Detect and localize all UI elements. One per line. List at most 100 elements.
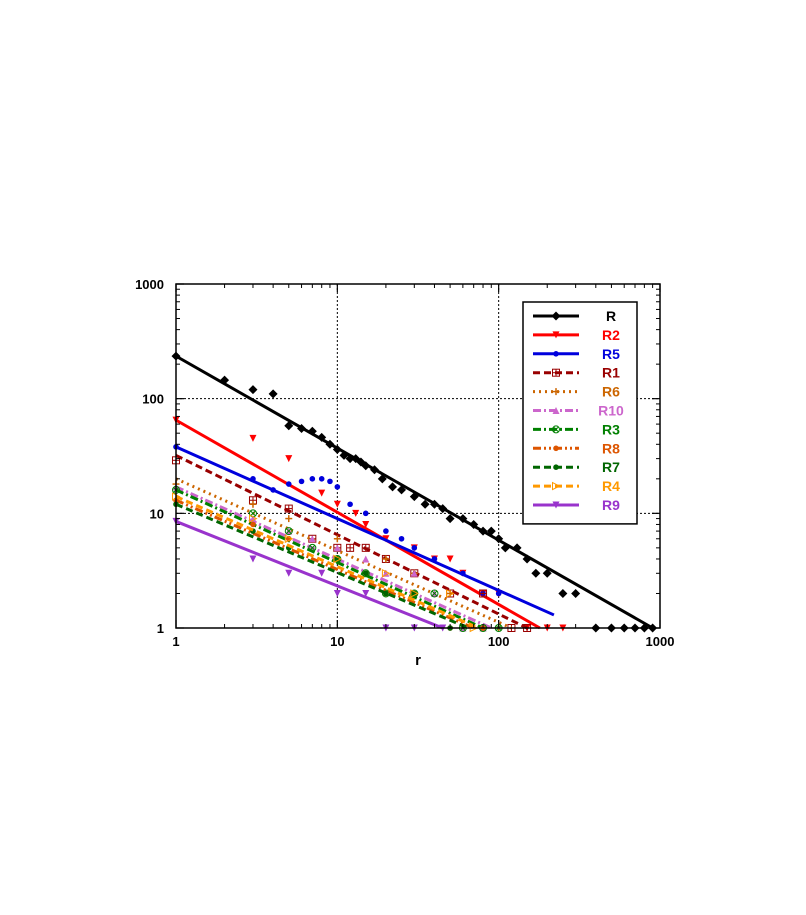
point-r2 [362, 520, 370, 528]
legend-marker-r6 [552, 388, 560, 396]
legend-box [522, 301, 638, 525]
point-r [325, 439, 335, 449]
point-r8 [250, 521, 256, 528]
legend-label-r9: R9 [602, 497, 620, 513]
x-axis-label: r [415, 652, 421, 669]
point-r6 [333, 535, 341, 543]
point-r10 [410, 569, 418, 577]
point-r5 [362, 510, 369, 517]
y-tick-label: 1 [157, 621, 164, 636]
point-r [220, 375, 230, 385]
point-r [332, 445, 342, 455]
point-r [558, 588, 568, 598]
point-r [420, 499, 430, 509]
point-r9 [285, 569, 293, 577]
point-r5 [250, 476, 256, 482]
point-r [438, 504, 448, 514]
legend-label-r6: R6 [602, 384, 620, 400]
point-r10 [333, 544, 341, 552]
point-r [571, 588, 581, 598]
point-r2 [333, 500, 341, 508]
point-r [458, 514, 468, 524]
point-r5 [285, 481, 292, 487]
point-r [388, 482, 398, 492]
point-r7 [362, 570, 369, 577]
legend-marker-r [551, 311, 561, 321]
legend: R R2 R5 R1 R6 R10 R3 R8 R7 R4 R9 [522, 301, 638, 525]
point-r3 [308, 543, 317, 552]
point-r1 [346, 543, 355, 552]
point-r [512, 543, 522, 553]
point-r [531, 568, 541, 578]
point-r4 [446, 589, 455, 598]
legend-label-r10: R10 [598, 403, 624, 419]
x-tick-label: 100 [488, 634, 510, 649]
marker-ring [430, 589, 439, 598]
x-tick-label: 10 [330, 634, 344, 649]
marker-ring [361, 569, 370, 578]
point-r5 [298, 478, 305, 485]
point-r [297, 423, 307, 433]
legend-label-r5: R5 [602, 346, 620, 362]
point-r4 [248, 514, 258, 523]
point-r5 [411, 545, 418, 551]
point-r5 [334, 484, 341, 490]
point-r4 [333, 554, 342, 564]
point-r3 [284, 527, 293, 536]
point-r5 [327, 478, 333, 485]
plot-frame [175, 283, 661, 629]
point-r [397, 485, 407, 495]
y-tick-label: 1000 [135, 277, 164, 292]
fit-line-r8 [175, 498, 475, 630]
point-r1 [479, 589, 488, 598]
legend-marker-r3 [552, 425, 560, 434]
point-r5 [383, 528, 389, 534]
marker-ring [284, 527, 293, 536]
fit-line-r6 [175, 477, 513, 630]
y-tick-label: 10 [150, 506, 164, 521]
series-r [171, 351, 658, 633]
point-r5 [309, 476, 316, 482]
point-r9 [318, 569, 326, 577]
point-r [469, 519, 479, 529]
x-tick-label: 1 [172, 634, 179, 649]
point-r5 [318, 476, 325, 482]
point-r [345, 454, 355, 464]
point-r5 [398, 535, 405, 542]
point-r6 [446, 589, 454, 597]
marker-crossbar [309, 545, 316, 551]
legend-label-r8: R8 [602, 440, 620, 456]
point-r [494, 534, 504, 544]
point-r [248, 385, 258, 395]
point-r4 [410, 589, 419, 598]
fit-line-r9 [175, 520, 444, 630]
x-tick-label: 1000 [646, 634, 675, 649]
point-r2 [249, 434, 257, 442]
fit-line-r [175, 354, 654, 630]
legend-label-r4: R4 [602, 478, 620, 494]
point-r [361, 461, 371, 471]
fit-line-r5 [175, 445, 555, 617]
point-r7 [383, 590, 389, 597]
legend-marker-r8 [553, 445, 559, 452]
legend-label-r: R [606, 308, 616, 324]
point-r2 [318, 489, 326, 497]
point-r5 [270, 487, 276, 493]
point-r9 [333, 589, 341, 597]
legend-marker-r1 [552, 368, 560, 377]
point-r [429, 499, 439, 509]
axis-ticks: 1 10 100 1000 1 10 100 1000 [135, 277, 674, 649]
point-r6 [382, 555, 390, 563]
point-r2 [446, 555, 454, 563]
legend-marker-r2 [552, 331, 560, 339]
marker-crossbar [285, 528, 292, 534]
point-r [307, 426, 317, 436]
point-r [409, 492, 419, 502]
point-r5 [347, 501, 353, 508]
point-r10 [249, 515, 257, 523]
legend-marker-r4 [552, 481, 561, 491]
marker-ring [552, 425, 560, 434]
point-r4 [381, 568, 391, 578]
